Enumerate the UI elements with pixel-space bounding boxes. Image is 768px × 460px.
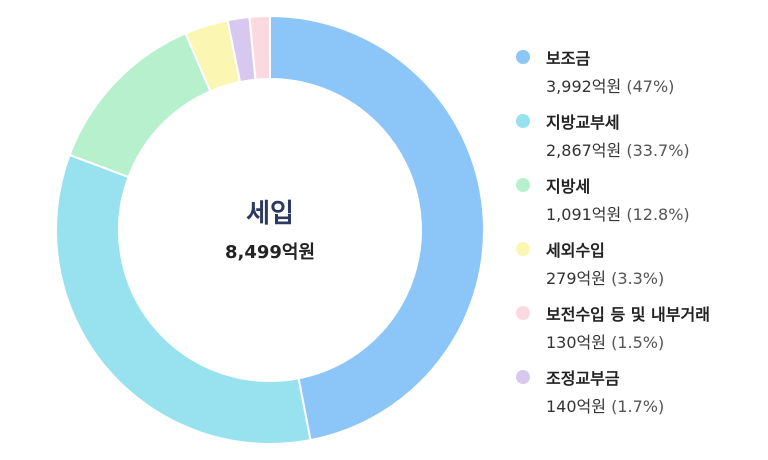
legend-color-dot-icon (516, 370, 530, 384)
legend-percent: (12.8%) (626, 205, 690, 224)
legend-label: 지방교부세 (546, 113, 620, 132)
legend-label: 보전수입 등 및 내부거래 (546, 305, 710, 324)
legend-value: 2,867억원 (33.7%) (546, 137, 690, 161)
legend-item: 지방교부세 2,867억원 (33.7%) (516, 108, 766, 172)
legend-color-dot-icon (516, 114, 530, 128)
legend-amount: 279억원 (546, 269, 612, 288)
legend-percent: (33.7%) (626, 141, 690, 160)
legend-percent: (3.3%) (611, 269, 665, 288)
legend-label: 조정교부금 (546, 369, 620, 388)
donut-slices (55, 14, 485, 445)
legend-item: 보조금 3,992억원 (47%) (516, 44, 766, 108)
center-title: 세입 (246, 199, 294, 229)
legend-amount: 140억원 (546, 397, 612, 416)
legend-percent: (1.5%) (611, 333, 665, 352)
legend-label: 보조금 (546, 49, 591, 68)
legend-label: 지방세 (546, 177, 591, 196)
legend-amount: 1,091억원 (546, 205, 627, 224)
legend-percent: (1.7%) (611, 397, 665, 416)
legend-color-dot-icon (516, 242, 530, 256)
legend-amount: 130억원 (546, 333, 612, 352)
legend-item: 지방세 1,091억원 (12.8%) (516, 172, 766, 236)
center-total: 8,499억원 (225, 242, 315, 263)
slice-1 (55, 153, 312, 445)
legend-label: 세외수입 (546, 241, 605, 260)
legend-color-dot-icon (516, 50, 530, 64)
legend-percent: (47%) (626, 77, 675, 96)
slice-5 (248, 14, 271, 81)
legend: 보조금 3,992억원 (47%) 지방교부세 2,867억원 (33.7%) 지방세 1… (516, 44, 766, 428)
legend-value: 140억원 (1.7%) (546, 393, 664, 417)
slice-0 (269, 14, 485, 442)
slice-2 (68, 32, 212, 179)
legend-item: 세외수입 279억원 (3.3%) (516, 236, 766, 300)
legend-item: 조정교부금 140억원 (1.7%) (516, 364, 766, 428)
legend-value: 279억원 (3.3%) (546, 265, 664, 289)
legend-value: 3,992억원 (47%) (546, 73, 674, 97)
legend-amount: 3,992억원 (546, 77, 627, 96)
legend-value: 1,091억원 (12.8%) (546, 201, 690, 225)
legend-color-dot-icon (516, 178, 530, 192)
legend-value: 130억원 (1.5%) (546, 329, 664, 353)
legend-item: 보전수입 등 및 내부거래 130억원 (1.5%) (516, 300, 766, 364)
legend-amount: 2,867억원 (546, 141, 627, 160)
legend-color-dot-icon (516, 306, 530, 320)
